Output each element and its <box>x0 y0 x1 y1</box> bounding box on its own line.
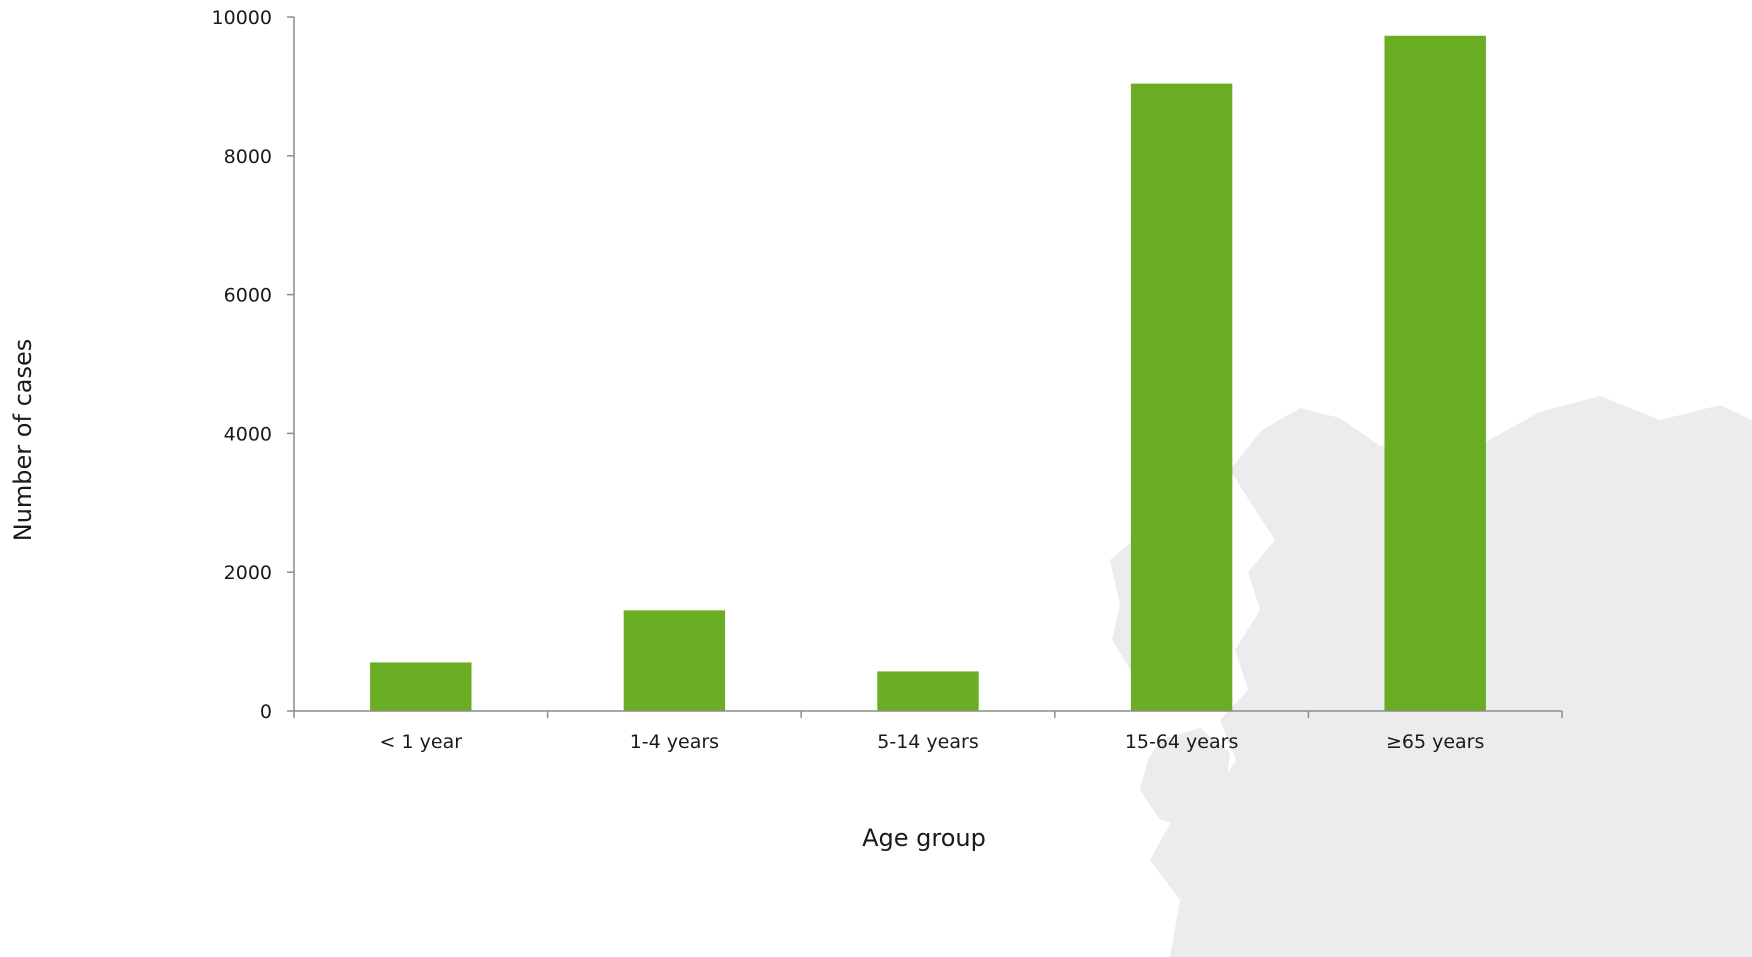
x-tick-label: < 1 year <box>380 731 463 753</box>
y-tick-label: 2000 <box>224 562 272 584</box>
bar <box>1130 83 1233 711</box>
y-tick-label: 0 <box>260 701 272 723</box>
plot-area: 0 2000 4000 6000 8000 10000 < 1 year 1-4 years… <box>9 7 1563 852</box>
x-tick-label: 5-14 years <box>877 731 978 753</box>
x-axis-ticks: < 1 year 1-4 years 5-14 years 15-64 years ≥6… <box>293 711 1563 753</box>
x-axis-title: Age group <box>862 824 986 852</box>
y-tick-label: 10000 <box>212 7 272 29</box>
y-tick-label: 8000 <box>224 146 272 168</box>
bar <box>370 662 472 711</box>
bars-group <box>370 35 1486 712</box>
bar <box>877 671 979 711</box>
x-tick-label: ≥65 years <box>1386 731 1484 753</box>
bar <box>623 610 726 711</box>
y-tick-label: 6000 <box>224 285 272 307</box>
y-axis-title: Number of cases <box>9 339 37 541</box>
bar <box>1384 35 1486 712</box>
y-axis-ticks: 0 2000 4000 6000 8000 10000 <box>212 7 294 723</box>
x-tick-label: 15-64 years <box>1125 731 1239 753</box>
x-tick-label: 1-4 years <box>630 731 719 753</box>
y-tick-label: 4000 <box>224 423 272 445</box>
